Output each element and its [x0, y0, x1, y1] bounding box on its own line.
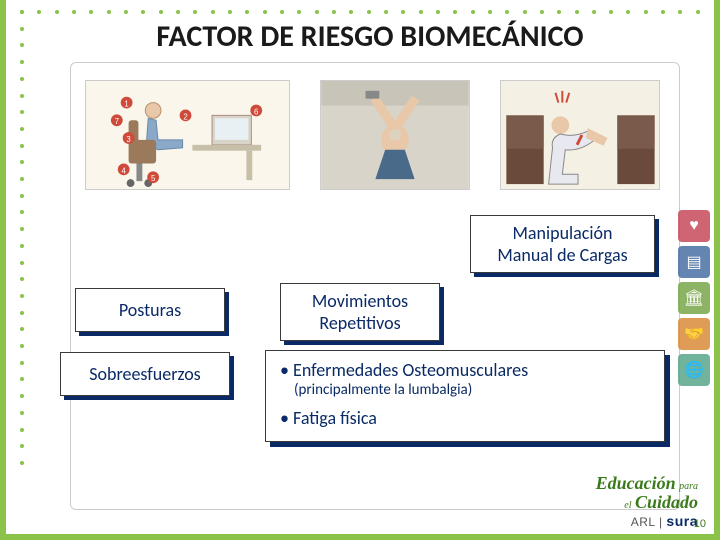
bullet-enfermedades-sub: (principalmente la lumbalgia)	[294, 381, 650, 399]
building-icon: 🏛	[678, 282, 710, 314]
side-icon-strip: ♥ ▤ 🏛 🤝 🌐	[678, 210, 712, 386]
svg-text:2: 2	[183, 112, 187, 121]
slide-title: FACTOR DE RIESGO BIOMECÁNICO	[50, 18, 690, 55]
images-row: 1 2 3 4 5 6 7	[85, 80, 660, 190]
svg-text:3: 3	[126, 135, 131, 144]
globe-icon: 🌐	[678, 354, 710, 386]
svg-text:6: 6	[254, 107, 259, 116]
label-movimientos: Movimientos Repetitivos	[280, 283, 440, 341]
ergonomic-posture-diagram: 1 2 3 4 5 6 7	[85, 80, 290, 190]
logo-word-educacion: Educación	[596, 473, 676, 493]
label-posturas: Posturas	[75, 288, 225, 332]
bullet-fatiga: • Fatiga física	[280, 407, 650, 429]
hands-icon: 🤝	[678, 318, 710, 350]
effects-box: • Enfermedades Osteomusculares (principa…	[265, 350, 665, 442]
svg-text:4: 4	[121, 166, 126, 175]
dotted-border-top	[20, 10, 700, 14]
manual-lifting-cartoon	[500, 80, 660, 190]
dotted-border-left	[20, 10, 26, 465]
logo-word-para: para	[679, 481, 698, 492]
logo-word-el: el	[624, 500, 631, 511]
heart-icon: ♥	[678, 210, 710, 242]
logo-arl-prefix: ARL |	[631, 515, 663, 529]
svg-text:5: 5	[151, 174, 156, 183]
svg-text:7: 7	[115, 117, 119, 126]
bullet-enfermedades: • Enfermedades Osteomusculares	[280, 359, 650, 381]
page-number: 10	[694, 518, 706, 530]
layers-icon: ▤	[678, 246, 710, 278]
label-sobreesfuerzos: Sobreesfuerzos	[60, 352, 230, 396]
repetitive-motion-photo	[320, 80, 470, 190]
label-manipulacion: Manipulación Manual de Cargas	[470, 215, 655, 273]
svg-text:1: 1	[124, 100, 128, 109]
logo-block: Educación para el Cuidado ARL | sura	[596, 474, 698, 528]
logo-word-cuidado: Cuidado	[635, 492, 698, 512]
